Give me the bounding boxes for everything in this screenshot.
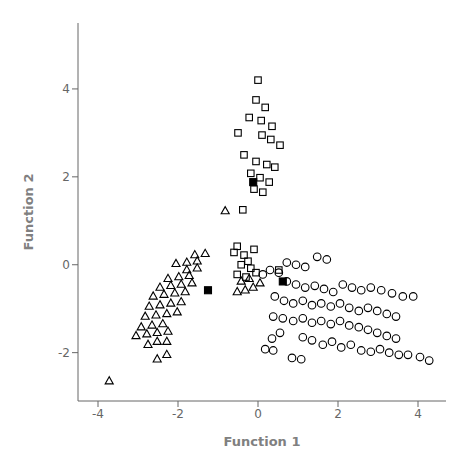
svg-text:0: 0	[254, 407, 262, 421]
svg-text:2: 2	[62, 170, 70, 184]
svg-text:4: 4	[62, 82, 70, 96]
svg-text:-4: -4	[92, 407, 104, 421]
svg-text:4: 4	[414, 407, 422, 421]
svg-text:0: 0	[62, 258, 70, 272]
svg-text:Function 1: Function 1	[224, 434, 301, 449]
svg-text:2: 2	[334, 407, 342, 421]
svg-text:-2: -2	[58, 346, 70, 360]
svg-text:Function 2: Function 2	[21, 174, 36, 251]
svg-text:-2: -2	[172, 407, 184, 421]
